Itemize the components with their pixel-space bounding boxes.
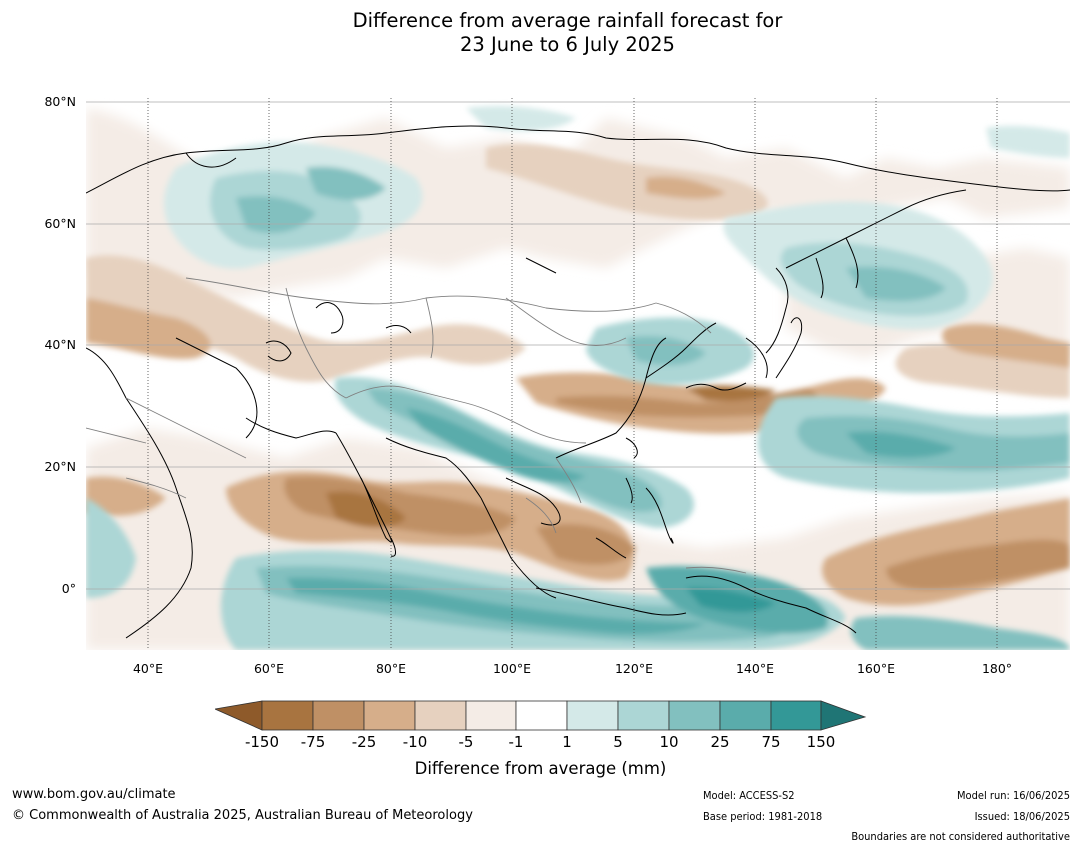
legend-bin-9 [668, 700, 721, 731]
anomaly-field-wet [86, 106, 1070, 650]
lon-label-160e: 160°E [856, 661, 895, 676]
footer-model: Model: ACCESS-S2 [703, 789, 795, 802]
legend-bin-3 [363, 700, 416, 731]
footer-base-period: Base period: 1981-2018 [703, 810, 823, 823]
legend-tick: 25 [710, 733, 730, 751]
lat-label-60n: 60°N [44, 216, 76, 231]
legend-tick: 150 [806, 733, 836, 751]
lat-label-0: 0° [61, 581, 76, 596]
legend-arrow-low [213, 700, 263, 731]
footer-disclaimer: Boundaries are not considered authoritat… [851, 830, 1070, 843]
lat-label-40n: 40°N [44, 337, 76, 352]
lon-label-80e: 80°E [375, 661, 407, 676]
footer-issued: Issued: 18/06/2025 [974, 810, 1070, 823]
legend-bin-4 [414, 700, 467, 731]
legend-bin-8 [617, 700, 670, 731]
title-line-1: Difference from average rainfall forecas… [352, 9, 783, 32]
lon-label-60e: 60°E [253, 661, 285, 676]
lat-label-80n: 80°N [44, 94, 76, 109]
legend-arrow-high [820, 700, 867, 731]
legend-tick: 75 [761, 733, 781, 751]
legend-bin-7 [566, 700, 619, 731]
legend-tick: -25 [351, 733, 377, 751]
legend-tick: 1 [562, 733, 572, 751]
lat-label-20n: 20°N [44, 459, 76, 474]
footer-copyright: © Commonwealth of Australia 2025, Austra… [12, 808, 473, 823]
legend-bin-6 [515, 700, 568, 731]
legend-tick: -1 [508, 733, 524, 751]
legend-tick: -10 [402, 733, 428, 751]
lon-label-140e: 140°E [735, 661, 774, 676]
legend-label: Difference from average (mm) [414, 759, 667, 778]
legend-tick: -5 [458, 733, 474, 751]
map-title: Difference from average rainfall forecas… [0, 9, 1081, 57]
legend-tick: -150 [244, 733, 280, 751]
legend-bin-5 [465, 700, 517, 731]
lon-label-100e: 100°E [492, 661, 531, 676]
coastlines [86, 125, 1070, 639]
legend-bin-11 [770, 700, 822, 731]
legend-tick: -75 [300, 733, 326, 751]
legend-colorbar [213, 700, 867, 734]
legend-tick: 10 [659, 733, 679, 751]
meridians [147, 98, 998, 650]
title-line-2: 23 June to 6 July 2025 [460, 33, 675, 56]
graticule [86, 101, 1070, 590]
lon-label-120e: 120°E [614, 661, 653, 676]
country-borders [86, 277, 747, 574]
rainfall-anomaly-map [86, 98, 1070, 650]
legend-bin-10 [719, 700, 772, 731]
lon-label-40e: 40°E [132, 661, 164, 676]
footer-model-run: Model run: 16/06/2025 [957, 789, 1070, 802]
legend-bin-1 [261, 700, 314, 731]
lon-label-180: 180° [981, 661, 1013, 676]
legend-tick: 5 [613, 733, 623, 751]
footer-website: www.bom.gov.au/climate [12, 787, 176, 802]
legend-bin-2 [312, 700, 365, 731]
